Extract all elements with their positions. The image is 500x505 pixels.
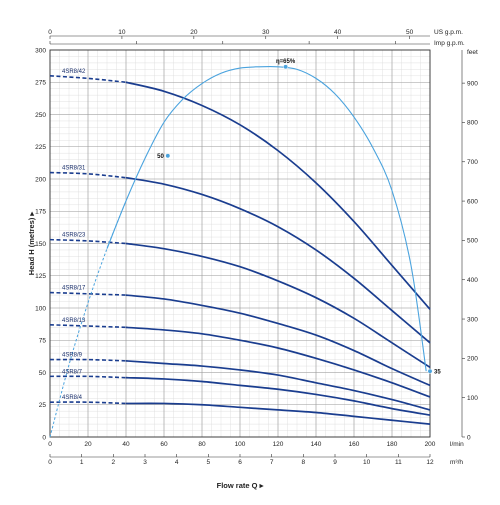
right-tick-label: 500 [467,238,478,245]
right-tick-label: 700 [467,159,478,166]
x-tick-label: 100 [235,441,246,448]
x-tick-label: 160 [349,441,360,448]
x2-tick-label: 12 [426,459,434,466]
x2-tick-label: 5 [207,459,211,466]
pump-curve-6 [125,360,431,411]
y-axis-title: Head H (metres) ▸ [27,211,36,276]
efficiency-point-label-3: 35 [434,369,441,375]
pump-curve-label-3: 4SR8/23 [62,233,86,239]
pump-curve-label-1: 4SR8/42 [62,69,86,75]
top-us-tick-label: 20 [190,29,198,36]
y-tick-label: 300 [35,47,46,54]
right-axis-unit-label: feet [467,49,478,56]
y-tick-label: 225 [35,144,46,151]
right-tick-label: 100 [467,395,478,402]
top-us-tick-label: 40 [334,29,342,36]
pump-curve-dashed-6 [49,358,127,362]
top-us-unit-label: US g.p.m. [434,29,463,36]
x2-tick-label: 9 [333,459,337,466]
right-tick-label: 200 [467,356,478,363]
efficiency-point-3 [427,368,433,374]
x-unit-label: l/min [450,441,464,448]
y-tick-label: 125 [35,273,46,280]
x2-tick-label: 2 [112,459,116,466]
pump-curve-label-4: 4SR8/17 [62,286,86,292]
pump-curve-label-2: 4SR8/31 [62,166,86,172]
efficiency-curve [106,65,427,372]
efficiency-point-2 [165,153,171,159]
right-tick-label: 600 [467,198,478,205]
x-tick-label: 120 [273,441,284,448]
x2-tick-label: 6 [238,459,242,466]
y-tick-label: 150 [35,241,46,248]
right-tick-label: 300 [467,316,478,323]
y-tick-label: 50 [39,370,47,377]
x-tick-label: 200 [425,441,436,448]
pump-curve-label-5: 4SR8/13 [62,318,86,324]
right-tick-label: 400 [467,277,478,284]
pump-curve-dashed-8 [49,401,127,405]
right-tick-label: 800 [467,120,478,127]
x2-tick-label: 11 [395,459,402,466]
x-tick-label: 0 [48,441,52,448]
pump-curve-7 [125,376,431,416]
efficiency-layer [49,64,433,438]
x2-tick-label: 8 [302,459,306,466]
x2-tick-label: 1 [80,459,84,466]
x2-unit-label: m³/h [450,459,463,466]
pump-curve-dashed-1 [49,75,127,84]
y-tick-label: 200 [35,176,46,183]
y-tick-label: 250 [35,112,46,119]
top-imp-unit-label: Imp g.p.m. [434,40,465,47]
y-tick-label: 25 [39,402,47,409]
pump-curve-5 [125,326,431,398]
pump-curve-dashed-3 [49,238,127,245]
pump-curve-2 [125,176,431,344]
pump-curve-dashed-4 [49,291,127,296]
y-tick-label: 75 [39,338,47,345]
x2-tick-label: 10 [363,459,371,466]
pump-curve-4 [125,294,431,387]
pump-curve-dashed-7 [49,375,127,379]
pump-curve-label-7: 4SR8/7 [62,369,83,375]
y-tick-label: 175 [35,209,46,216]
efficiency-point-label-2: 50 [157,154,164,160]
x-tick-label: 140 [311,441,322,448]
x2-tick-label: 0 [48,459,52,466]
x2-tick-label: 3 [143,459,147,466]
x-tick-label: 180 [387,441,398,448]
top-us-tick-label: 30 [262,29,270,36]
x-tick-label: 60 [160,441,168,448]
y-tick-label: 100 [35,305,46,312]
x-tick-label: 80 [198,441,206,448]
x2-tick-label: 4 [175,459,179,466]
pump-curve-3 [125,242,431,369]
pump-curve-dashed-5 [49,323,127,329]
x2-tick-label: 7 [270,459,274,466]
x-tick-label: 40 [122,441,130,448]
x-tick-label: 20 [84,441,92,448]
top-us-tick-label: 50 [406,29,414,36]
plot-frame [49,49,431,438]
pump-curve-dashed-2 [49,171,127,179]
pump-curve-label-6: 4SR8/9 [62,353,83,359]
pump-curve-8 [125,402,431,425]
axes-layer [49,35,465,458]
pump-curve-label-8: 4SR8/4 [62,395,83,401]
series-layer [49,75,431,425]
x-axis-title: Flow rate Q ▸ [217,481,265,490]
efficiency-point-1 [283,64,289,70]
right-tick-label: 900 [467,80,478,87]
pump-curve-1 [125,81,431,310]
top-us-tick-label: 0 [48,29,52,36]
right-tick-label: 0 [467,434,471,441]
top-us-tick-label: 10 [118,29,126,36]
efficiency-point-label-1: η=65% [276,59,296,65]
y-tick-label: 0 [42,434,46,441]
y-tick-label: 275 [35,80,46,87]
